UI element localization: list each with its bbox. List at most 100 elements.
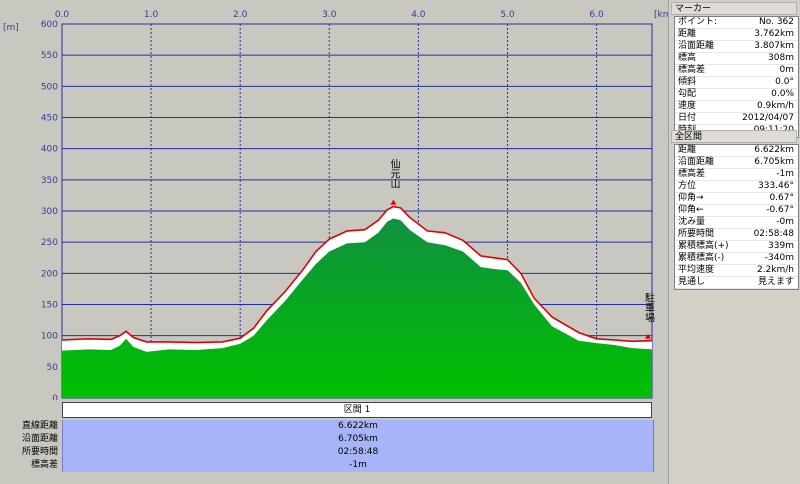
info-row: 距離 6.622km (675, 145, 798, 157)
info-value: -0.67° (766, 205, 794, 215)
info-value: 3.807km (754, 41, 794, 51)
info-row: 日付 2012/04/07 (675, 113, 798, 125)
info-label: 標高差 (678, 169, 706, 179)
info-label: 沿面距離 (678, 157, 715, 167)
info-label: 仰角→ (678, 193, 704, 203)
y-tick-label: 300 (41, 207, 58, 217)
info-value: 308m (768, 53, 794, 63)
y-tick-label: 250 (41, 238, 58, 248)
info-label: 累積標高(-) (678, 253, 725, 263)
info-row: 距離 3.762km (675, 29, 798, 41)
info-value: 6.705km (754, 157, 794, 167)
info-row: 仰角→ 0.67° (675, 193, 798, 205)
info-value: 0m (779, 65, 795, 75)
info-row: 方位 333.46° (675, 181, 798, 193)
y-tick-label: 100 (41, 332, 58, 342)
info-row: 速度 0.9km/h (675, 101, 798, 113)
stat-row-duration: 所要時間 02:58:48 (0, 446, 668, 459)
info-row: 所要時間 02:58:48 (675, 229, 798, 241)
info-row: 累積標高(+) 339m (675, 241, 798, 253)
y-tick-label: 400 (41, 145, 58, 155)
info-label: 所要時間 (678, 229, 715, 239)
stat-row-straight-distance: 直線距離 6.622km (0, 420, 668, 433)
info-label: 距離 (678, 145, 697, 155)
info-value: -1m (776, 169, 794, 179)
info-value: 0.9km/h (756, 101, 794, 111)
info-value: 3.762km (754, 29, 794, 39)
info-value: 見えます (757, 277, 794, 287)
stat-value: 02:58:48 (62, 446, 654, 459)
info-row: 標高差 -1m (675, 169, 798, 181)
info-label: 距離 (678, 29, 697, 39)
stat-row-elevation-diff: 標高差 -1m (0, 459, 668, 472)
stat-value: 6.622km (62, 420, 654, 433)
marker-panel-title: マーカー (671, 2, 797, 15)
stat-label: 標高差 (30, 460, 58, 470)
info-value: 2012/04/07 (742, 113, 794, 123)
marker-info-list: ポイント: No. 362 距離 3.762km 沿面距離 3.807km 標高 308m 標高… (674, 16, 799, 138)
section-summary: 区間 1 直線距離 6.622km 沿面距離 6.705km 所要時間 02:5… (0, 400, 668, 484)
y-tick-label: 450 (41, 114, 58, 124)
info-row: 沿面距離 3.807km (675, 41, 798, 53)
y-tick-label: 350 (41, 176, 58, 186)
info-label: 方位 (678, 181, 697, 191)
info-value: 0.0° (775, 77, 794, 87)
y-tick-label: 0 (52, 394, 58, 400)
y-tick-label: 50 (47, 363, 59, 373)
stat-value: -1m (62, 459, 654, 472)
info-row: 平均速度 2.2km/h (675, 265, 798, 277)
info-label: 沿面距離 (678, 41, 715, 51)
y-tick-label: 600 (41, 20, 58, 30)
info-value: 02:58:48 (753, 229, 794, 239)
stat-label: 沿面距離 (21, 434, 58, 444)
info-label: 速度 (678, 101, 697, 111)
annotation-label: 仙元山 (388, 157, 400, 188)
annotation-marker (390, 199, 397, 205)
elevation-profile-line (61, 205, 653, 344)
stat-row-surface-distance: 沿面距離 6.705km (0, 433, 668, 446)
y-tick-label: 150 (41, 301, 58, 311)
all-section-info-list: 距離 6.622km 沿面距離 6.705km 標高差 -1m 方位 333.46° 仰角→ 0.… (674, 144, 799, 290)
info-row: ポイント: No. 362 (675, 17, 798, 29)
info-label: 傾斜 (678, 77, 697, 87)
annotation-label: 駐車場 (643, 291, 655, 323)
stat-value: 6.705km (62, 433, 654, 446)
info-label: ポイント: (678, 17, 718, 27)
terrain-area (62, 218, 652, 398)
x-tick-label: 1.0 (144, 10, 159, 20)
info-label: 沈み量 (678, 217, 706, 227)
info-value: No. 362 (759, 17, 794, 27)
stat-label: 直線距離 (21, 421, 58, 431)
info-row: 標高 308m (675, 53, 798, 65)
info-value: 339m (768, 241, 794, 251)
x-tick-label: 3.0 (322, 10, 337, 20)
info-label: 見通し (678, 277, 706, 287)
y-tick-label: 500 (41, 82, 58, 92)
x-axis-unit: [km] (654, 10, 668, 20)
info-label: 仰角← (678, 205, 704, 215)
info-row: 標高差 0m (675, 65, 798, 77)
x-tick-label: 5.0 (500, 10, 515, 20)
info-label: 標高 (678, 53, 697, 63)
info-value: 6.622km (754, 145, 794, 155)
x-tick-label: 6.0 (589, 10, 604, 20)
info-row: 仰角← -0.67° (675, 205, 798, 217)
info-panel: マーカー ポイント: No. 362 距離 3.762km 沿面距離 3.807km 標高 3… (668, 0, 800, 484)
y-tick-label: 550 (41, 51, 58, 61)
info-row: 累積標高(-) -340m (675, 253, 798, 265)
info-label: 累積標高(+) (678, 241, 729, 251)
info-label: 平均速度 (678, 265, 715, 275)
info-label: 標高差 (678, 65, 706, 75)
section-header[interactable]: 区間 1 (62, 402, 652, 418)
info-value: -0m (776, 217, 794, 227)
info-row: 沈み量 -0m (675, 217, 798, 229)
info-row: 沿面距離 6.705km (675, 157, 798, 169)
info-row: 傾斜 0.0° (675, 77, 798, 89)
x-tick-label: 0.0 (55, 10, 70, 20)
info-value: 0.67° (769, 193, 794, 203)
info-value: 2.2km/h (756, 265, 794, 275)
y-axis-unit: [m] (3, 23, 19, 33)
info-row: 見通し 見えます (675, 277, 798, 289)
x-tick-label: 4.0 (411, 10, 426, 20)
